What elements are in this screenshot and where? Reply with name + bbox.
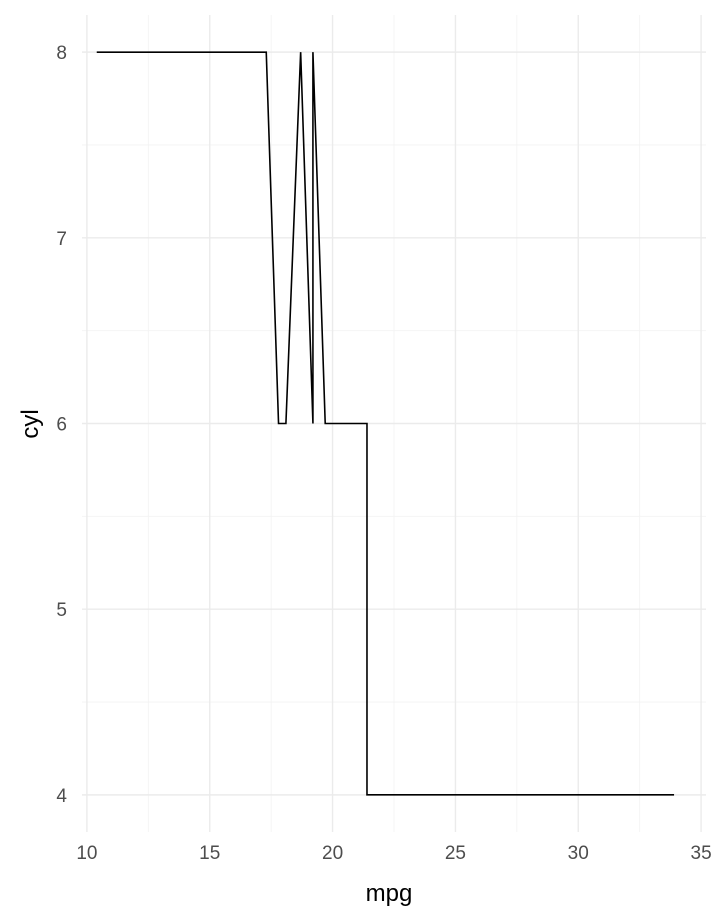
x-tick-label: 35 — [691, 843, 712, 864]
x-axis-ticks: 10 15 20 25 30 35 — [76, 843, 711, 864]
x-axis-title: mpg — [366, 880, 413, 907]
series-line — [96, 51, 675, 796]
y-tick-label: 7 — [56, 229, 67, 250]
major-grid — [82, 15, 706, 832]
y-tick-label: 5 — [56, 600, 67, 621]
y-tick-label: 4 — [56, 786, 67, 807]
y-tick-label: 6 — [56, 415, 67, 436]
y-axis-ticks: 4 5 6 7 8 — [56, 43, 67, 807]
x-tick-label: 15 — [199, 843, 220, 864]
x-tick-label: 25 — [445, 843, 466, 864]
y-axis-title: cyl — [17, 409, 44, 438]
x-tick-label: 10 — [76, 843, 97, 864]
x-tick-label: 30 — [568, 843, 589, 864]
x-tick-label: 20 — [322, 843, 343, 864]
series-layer — [96, 51, 675, 796]
y-tick-label: 8 — [56, 43, 67, 64]
